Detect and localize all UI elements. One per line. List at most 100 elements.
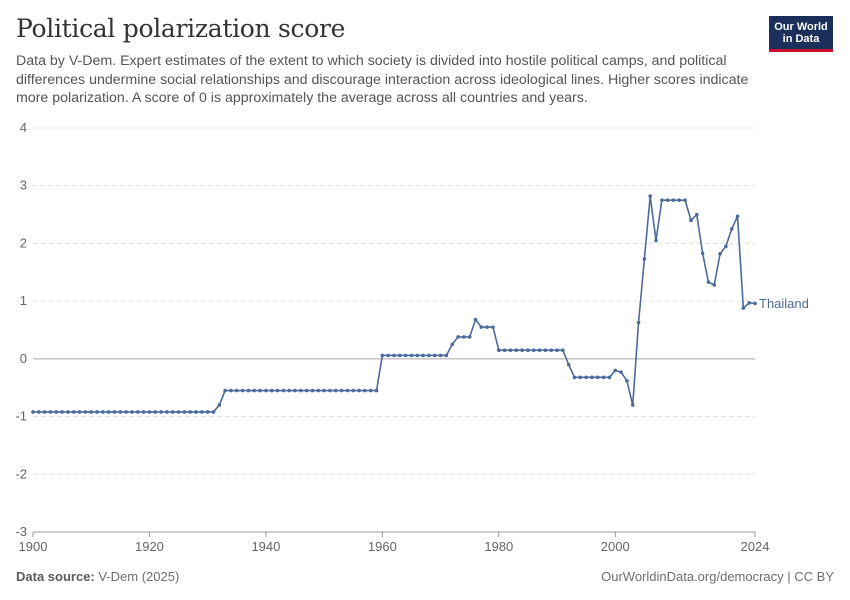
data-point xyxy=(432,353,437,358)
data-point xyxy=(293,388,297,393)
data-point xyxy=(566,362,571,367)
y-tick-label: 4 xyxy=(20,120,27,135)
data-point xyxy=(508,348,513,352)
data-point xyxy=(205,410,210,414)
data-point xyxy=(333,388,338,393)
data-point xyxy=(613,368,618,373)
data-point xyxy=(316,388,321,393)
data-point xyxy=(467,335,472,339)
data-point xyxy=(252,388,257,393)
data-point xyxy=(234,388,239,393)
chart-title: Political polarization score xyxy=(16,14,346,43)
data-point xyxy=(357,388,361,393)
data-point xyxy=(671,198,676,202)
data-point xyxy=(642,257,647,261)
data-point xyxy=(648,194,652,198)
data-point xyxy=(153,410,158,414)
data-point xyxy=(456,335,460,339)
data-point xyxy=(89,410,94,414)
data-point xyxy=(561,348,565,352)
data-point xyxy=(299,388,303,393)
data-point xyxy=(549,348,554,352)
x-tick-label: 1920 xyxy=(135,539,164,554)
data-point xyxy=(176,410,181,414)
x-tick-label: 1940 xyxy=(251,539,280,554)
data-point xyxy=(485,325,489,329)
data-point xyxy=(706,280,711,284)
data-point xyxy=(665,198,670,202)
y-tick-label: 2 xyxy=(20,235,27,250)
data-point xyxy=(194,410,198,414)
data-point xyxy=(590,375,594,380)
data-point xyxy=(368,388,373,393)
data-point xyxy=(170,410,175,414)
data-point xyxy=(526,348,530,352)
data-point xyxy=(572,375,577,380)
data-point xyxy=(322,388,326,393)
data-point xyxy=(42,410,47,414)
data-point xyxy=(124,410,128,414)
data-point xyxy=(630,403,635,407)
data-point xyxy=(217,403,222,407)
owid-logo[interactable]: Our World in Data xyxy=(769,16,833,52)
series-line xyxy=(33,195,756,413)
data-point xyxy=(31,410,35,414)
data-point xyxy=(240,388,245,393)
footer-url[interactable]: OurWorldinData.org/democracy | CC BY xyxy=(601,569,834,584)
data-point xyxy=(677,198,682,202)
data-point xyxy=(747,301,751,305)
data-point xyxy=(741,306,746,310)
data-point xyxy=(625,378,629,383)
x-tick-label: 1960 xyxy=(368,539,397,554)
data-point xyxy=(479,325,484,329)
data-point xyxy=(392,353,396,358)
data-point xyxy=(200,410,204,414)
data-point xyxy=(211,410,216,414)
x-tick-label: 2000 xyxy=(601,539,630,554)
data-point xyxy=(537,348,542,352)
data-source-label: Data source: xyxy=(16,569,95,584)
data-point xyxy=(444,353,449,358)
data-point xyxy=(497,348,501,352)
data-point xyxy=(281,388,286,393)
data-point xyxy=(718,252,722,256)
data-point xyxy=(345,388,350,393)
data-point xyxy=(753,301,757,306)
data-point xyxy=(339,388,344,393)
y-tick-label: 1 xyxy=(20,293,27,308)
data-point xyxy=(101,410,105,414)
y-tick-label: -2 xyxy=(15,466,27,481)
data-point xyxy=(607,375,612,380)
chart-subtitle: Data by V-Dem. Expert estimates of the e… xyxy=(16,53,749,106)
data-point xyxy=(398,353,402,358)
data-point xyxy=(229,388,233,393)
data-point xyxy=(491,325,495,329)
data-point xyxy=(427,353,431,358)
data-point xyxy=(438,353,443,358)
data-point xyxy=(543,348,548,352)
logo-line-1: Our World xyxy=(774,21,828,33)
data-point xyxy=(712,283,717,287)
data-point xyxy=(654,238,658,243)
x-tick-label: 2024 xyxy=(741,539,770,554)
data-point xyxy=(258,388,262,393)
data-point xyxy=(48,410,53,414)
data-point xyxy=(118,410,123,414)
data-point xyxy=(601,375,606,380)
y-tick-label: -3 xyxy=(15,524,27,539)
logo-line-2: in Data xyxy=(782,33,820,45)
data-point xyxy=(619,370,623,374)
data-point xyxy=(60,410,64,414)
data-point xyxy=(595,375,600,380)
data-point xyxy=(421,353,425,358)
data-point xyxy=(165,410,169,414)
data-source: Data source: V-Dem (2025) xyxy=(16,569,179,584)
data-point xyxy=(514,348,519,352)
line-chart: -3 -2 -1 0 1 2 3 4 1900 1920 1940 1960 1980 2000 2024 T… xyxy=(15,120,808,554)
data-point xyxy=(660,198,664,202)
data-point xyxy=(555,348,559,352)
data-point xyxy=(694,212,699,217)
data-point xyxy=(304,388,309,393)
data-point xyxy=(403,353,408,358)
data-source-value[interactable]: V-Dem (2025) xyxy=(98,569,180,584)
